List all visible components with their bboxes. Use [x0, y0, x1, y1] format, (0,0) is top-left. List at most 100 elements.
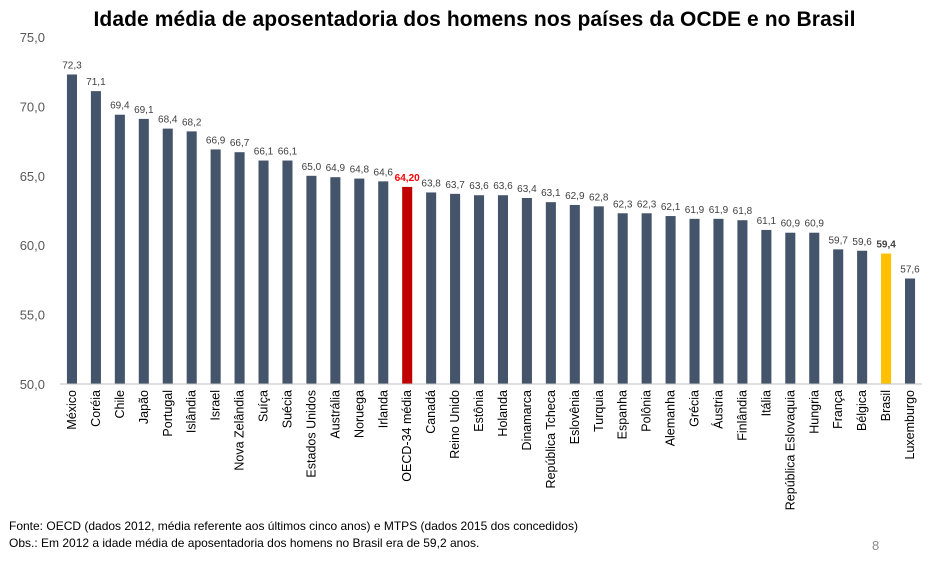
bar: [593, 206, 604, 384]
y-tick-label: 60,0: [20, 238, 45, 253]
data-label: 64,6: [374, 167, 394, 178]
bar: [210, 149, 221, 384]
bar: [904, 278, 916, 384]
data-label: 61,1: [757, 216, 777, 227]
category-label: Holanda: [496, 390, 510, 437]
data-label: 63,6: [469, 181, 489, 192]
data-label: 66,1: [278, 147, 298, 158]
category-label: Dinamarca: [520, 390, 534, 450]
data-label: 69,1: [134, 105, 154, 116]
category-label: República Eslovaquia: [783, 390, 797, 510]
data-label: 65,0: [302, 162, 322, 173]
observation-note: Obs.: Em 2012 a idade média de aposentad…: [9, 536, 480, 550]
bar: [402, 186, 413, 384]
data-label: 68,4: [158, 115, 178, 126]
category-label: Japão: [137, 390, 151, 424]
y-axis: 50,0 55,0 60,0 65,0 70,0 75,0: [20, 30, 45, 392]
category-label: Noruega: [352, 390, 366, 438]
category-label: Finlândia: [735, 390, 749, 441]
bar: [66, 74, 78, 384]
data-label: 63,1: [541, 188, 561, 199]
category-label: Alemanha: [664, 390, 678, 446]
data-label: 61,8: [733, 206, 753, 217]
chart-title: Idade média de aposentadoria dos homens …: [93, 8, 856, 31]
bar: [641, 213, 652, 384]
category-label: Suíça: [257, 390, 271, 422]
bar: [521, 198, 532, 384]
category-label: Canadá: [424, 390, 438, 434]
category-label: Austrália: [328, 390, 342, 439]
bar: [881, 253, 892, 384]
category-label: Áustria: [710, 390, 725, 429]
data-label: 62,3: [613, 199, 633, 210]
bar: [473, 195, 485, 384]
category-label: Itália: [759, 390, 773, 416]
bar: [162, 128, 173, 384]
category-label: OECD-34 média: [400, 390, 414, 482]
bar: [833, 249, 844, 384]
bar: [330, 177, 341, 384]
y-tick-label: 70,0: [20, 99, 45, 114]
data-label: 64,8: [350, 165, 370, 176]
category-label: Eslovênia: [568, 390, 582, 444]
data-label: 69,4: [110, 101, 130, 112]
category-label: Israel: [209, 390, 223, 421]
bar: [617, 213, 628, 384]
footnote: Fonte: OECD (dados 2012, média referente…: [9, 518, 578, 552]
category-label: Turquia: [592, 390, 606, 432]
category-label: Nova Zelândia: [233, 390, 247, 471]
bars: [66, 74, 916, 384]
data-label: 66,7: [230, 138, 250, 149]
data-label: 59,7: [828, 235, 848, 246]
bar: [138, 118, 149, 384]
category-label: Luxemburgo: [903, 390, 917, 460]
data-label: 64,9: [326, 163, 346, 174]
category-label: Irlanda: [376, 390, 390, 428]
category-label: Brasil: [879, 390, 893, 421]
category-label: Chile: [113, 390, 127, 419]
data-label: 59,6: [852, 237, 872, 248]
data-label: 66,9: [206, 135, 226, 146]
y-tick-label: 50,0: [20, 377, 45, 392]
bar: [186, 131, 197, 384]
data-label: 62,3: [637, 199, 657, 210]
bar: [354, 178, 365, 384]
bar: [258, 160, 269, 384]
data-label: 60,9: [781, 219, 801, 230]
data-label: 57,6: [900, 265, 920, 276]
data-label: 62,9: [565, 191, 585, 202]
category-label: Bélgica: [855, 390, 869, 431]
source-note: Fonte: OECD (dados 2012, média referente…: [9, 519, 578, 533]
category-label: Grécia: [688, 390, 702, 427]
data-label: 60,9: [805, 219, 825, 230]
data-label: 62,8: [589, 192, 609, 203]
data-label: 62,1: [661, 202, 681, 213]
data-label: 61,9: [685, 205, 705, 216]
data-label: 63,4: [517, 184, 537, 195]
bar: [761, 229, 772, 384]
category-label: Coréia: [89, 390, 103, 427]
category-label: República Tcheca: [544, 390, 558, 488]
data-label: 72,3: [62, 60, 82, 71]
bar: [426, 192, 437, 384]
category-label: Islândia: [185, 390, 199, 433]
bar: [90, 91, 101, 384]
category-label: Portugal: [161, 390, 175, 437]
bar: [306, 175, 317, 384]
bar: [282, 160, 293, 384]
bar: [450, 193, 461, 384]
data-label: 63,7: [445, 180, 465, 191]
bar: [689, 218, 700, 384]
bar-chart: 50,0 55,0 60,0 65,0 70,0 75,0 72,3 71,1 69,4 69,…: [20, 30, 922, 510]
bar: [569, 204, 580, 384]
bar: [857, 250, 868, 384]
data-label: 59,4: [876, 240, 896, 251]
category-label: Hungria: [807, 390, 821, 434]
x-axis: México Coréia Chile Japão Portugal Islândia Is…: [60, 383, 922, 510]
data-label: 64,20: [395, 173, 420, 184]
bar: [497, 195, 509, 384]
data-label: 68,2: [182, 117, 202, 128]
bar: [234, 152, 245, 384]
bar: [713, 218, 724, 384]
